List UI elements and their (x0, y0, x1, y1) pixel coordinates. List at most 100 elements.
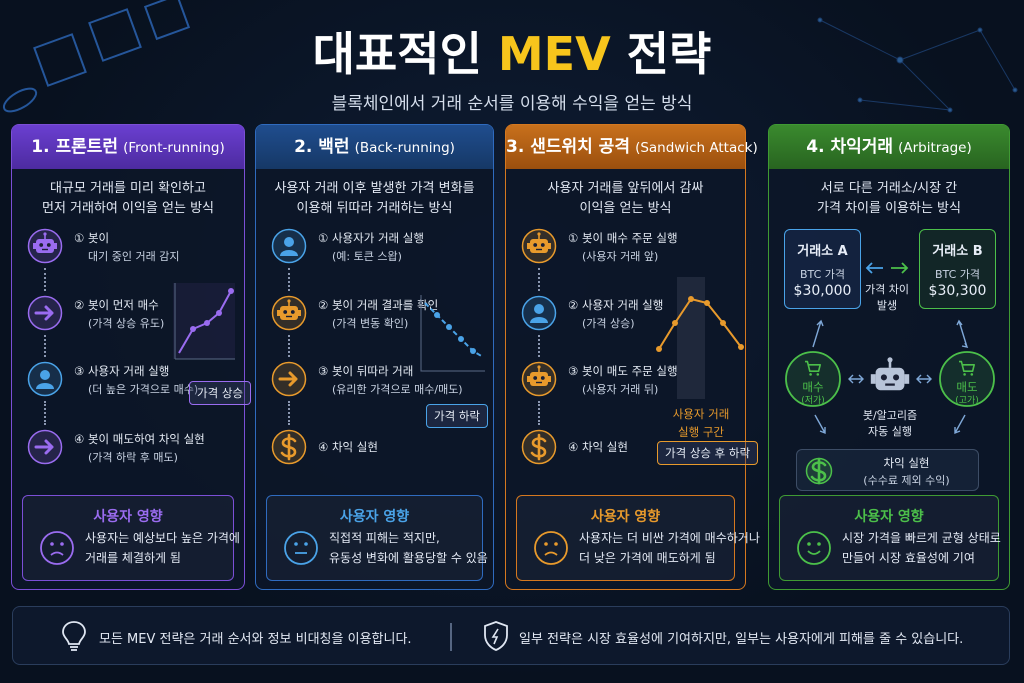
impact-text: 사용자는 더 비싼 가격에 매수하거나 (579, 531, 760, 545)
icon-part (899, 59, 951, 111)
separator (450, 623, 452, 651)
step-detail: (가격 상승 유도) (88, 317, 165, 330)
impact-title: 사용자 영향 (590, 509, 661, 525)
icon-part (540, 376, 545, 380)
icon-part (812, 319, 824, 348)
price-chart (656, 277, 744, 399)
card-description: 이익을 얻는 방식 (579, 201, 672, 216)
icon-part (658, 297, 742, 350)
price-chart (173, 283, 235, 360)
bulb-icon (62, 621, 86, 651)
icon-part (817, 17, 1018, 113)
icon-part (294, 542, 298, 546)
card-header: 1. 프론트런 (Front-running) (12, 125, 244, 169)
impact-box: 사용자 영향 직접적 피해는 적지만, 유동성 변화에 활용당할 수 있음 (266, 495, 488, 581)
impact-box: 사용자 영향 사용자는 예상보다 높은 가격에 거래를 체결하게 됨 (22, 495, 240, 581)
step-label: ④ 차익 실현 (318, 440, 378, 454)
gap-label: 가격 차이 (865, 283, 909, 296)
card: 4. 차익거래 (Arbitrage) 서로 다른 거래소/시장 간 가격 차이를 … (768, 124, 1010, 590)
icon-part (688, 296, 694, 302)
card-title-en: (Back-running) (354, 140, 455, 156)
person-icon (521, 295, 557, 331)
flow-arrows (812, 319, 969, 435)
icon-part (287, 299, 291, 303)
step-label: ③ 봇이 뒤따라 거래 (318, 364, 414, 378)
card-header: 3. 샌드위치 공격 (Sandwich Attack) (506, 125, 758, 169)
icon-part (530, 239, 548, 253)
profit-label: 차익 실현 (883, 456, 930, 470)
impact-text: 만들어 시장 효율성에 기여 (842, 551, 975, 565)
icon-part (216, 310, 222, 316)
icon-part (810, 457, 827, 485)
icon-part (887, 357, 893, 363)
chart-tag: 가격 하락 (426, 404, 488, 428)
icon-part (970, 373, 974, 376)
arrow-icon (27, 429, 63, 465)
icon-part (434, 312, 476, 354)
icon-part (807, 550, 821, 555)
card-description: 먼저 거래하여 이익을 얻는 방식 (41, 201, 214, 216)
icon-part (804, 360, 822, 373)
title-end: 전략 (626, 27, 712, 81)
icon-part (530, 433, 547, 461)
icon-part (424, 302, 484, 358)
icon-part (814, 414, 826, 435)
icon-part (470, 348, 476, 354)
icon-part (530, 317, 548, 323)
chart-tag: 가격 상승 후 하락 (657, 441, 759, 465)
step-label: ③ 봇이 매도 주문 실행 (568, 364, 678, 378)
chart-tag: 가격 상승 (189, 381, 251, 405)
impact-text: 거래를 체결하게 됨 (85, 551, 181, 565)
icon-part (40, 531, 74, 565)
sell-label: 매도 (956, 380, 978, 394)
card-description: 대규모 거래를 미리 확인하고 (50, 181, 206, 196)
step-label: ② 봇이 거래 결과를 확인 (318, 298, 439, 312)
exchange-name: 거래소 A (797, 244, 848, 259)
icon-part (280, 306, 298, 320)
bot-icon (27, 228, 63, 264)
icon-part (34, 305, 54, 321)
icon-part (36, 239, 54, 253)
icon-part (891, 262, 909, 274)
card-title: 4. 차익거래 (806, 137, 894, 157)
icon-part (530, 372, 548, 386)
icon-part (817, 17, 823, 23)
person-icon (27, 361, 63, 397)
step-label: ③ 사용자 거래 실행 (74, 364, 170, 378)
icon-part (540, 243, 545, 247)
icon-part (548, 376, 551, 382)
step-label: ② 봇이 먼저 매수 (74, 298, 159, 312)
step-connector (288, 268, 290, 291)
icon-part (977, 27, 983, 33)
icon-part (420, 295, 485, 372)
step-connector (288, 401, 290, 425)
step-detail: (사용자 거래 앞) (582, 250, 659, 263)
footer: 모든 MEV 전략은 거래 순서와 정보 비대칭을 이용합니다. 일부 전략은 … (12, 606, 1010, 665)
card-title: 3. 샌드위치 공격 (506, 137, 630, 157)
chart-zone-label: 실행 구간 (678, 425, 724, 439)
profit-box: 차익 실현 (수수료 제외 수익) (796, 449, 979, 491)
icon-part (43, 232, 47, 236)
icon-part (534, 304, 544, 314)
icon-part (280, 433, 297, 461)
step-label: ④ 차익 실현 (568, 440, 628, 454)
step-label: ② 사용자 거래 실행 (568, 298, 664, 312)
icon-part (304, 542, 308, 546)
chart-zone-label: 사용자 거래 (672, 407, 730, 421)
card-description: 서로 다른 거래소/시장 간 (820, 181, 958, 196)
bot-label: 봇/알고리즘 (862, 409, 918, 422)
icon-part (458, 336, 464, 342)
icon-part (554, 542, 558, 546)
footer-note: 모든 MEV 전략은 거래 순서와 정보 비대칭을 이용합니다. (99, 632, 412, 647)
person-icon (271, 228, 307, 264)
dollar-icon (271, 429, 307, 465)
step-detail: (가격 변동 확인) (332, 317, 409, 330)
face-icon (797, 531, 831, 565)
icon-part (1012, 87, 1018, 93)
icon-part (672, 320, 678, 326)
exchange-name: 거래소 B (932, 244, 983, 259)
title: 대표적인 MEV 전략 (0, 18, 1024, 84)
footer-note: 일부 전략은 시장 효율성에 기여하지만, 일부는 사용자에게 피해를 줄 수 … (519, 632, 964, 647)
